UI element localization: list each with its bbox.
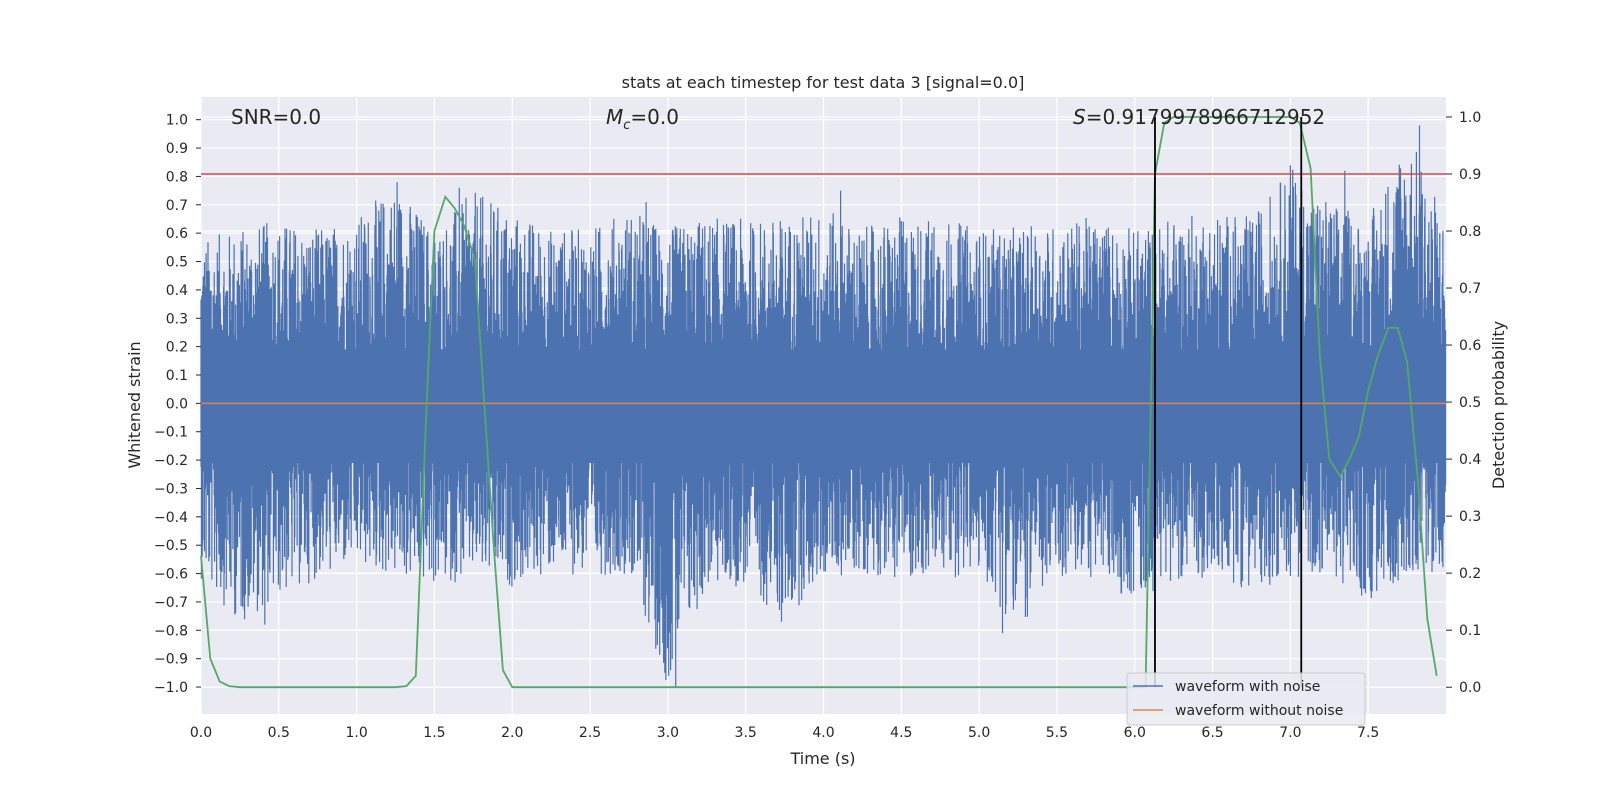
- noisy-waveform-series: [200, 125, 1447, 688]
- y2-tick-label: 0.5: [1459, 395, 1481, 411]
- x-tick-label: 4.0: [812, 725, 834, 741]
- y-tick-label: 0.5: [166, 255, 188, 271]
- y2-axis-label: Detection probability: [1489, 321, 1508, 489]
- legend: waveform with noise waveform without noi…: [1126, 672, 1366, 726]
- y2-axis-ticks: 0.0 0.1 0.2 0.3 0.4 0.5 0.6 0.7 0.8 0.9 1.0: [1446, 110, 1481, 696]
- chirp-mass-value: =0.0: [630, 105, 679, 129]
- y-tick-label: −0.9: [154, 652, 188, 668]
- y-tick-label: 0.2: [166, 340, 188, 356]
- y2-tick-label: 0.2: [1459, 566, 1481, 582]
- y2-tick-label: 0.7: [1459, 281, 1481, 297]
- y-tick-label: −0.7: [154, 595, 188, 611]
- y2-tick-label: 0.9: [1459, 167, 1481, 183]
- score-symbol: S: [1073, 105, 1086, 129]
- x-tick-label: 5.0: [968, 725, 990, 741]
- x-tick-label: 7.0: [1279, 725, 1301, 741]
- x-tick-label: 3.0: [657, 725, 679, 741]
- x-tick-label: 6.5: [1201, 725, 1223, 741]
- y-tick-label: 0.3: [166, 311, 188, 327]
- legend-label-noisy: waveform with noise: [1175, 679, 1320, 695]
- y-tick-label: −0.2: [154, 453, 188, 469]
- legend-label-clean: waveform without noise: [1175, 703, 1343, 719]
- x-tick-label: 7.5: [1357, 725, 1379, 741]
- y-tick-label: 0.9: [166, 141, 188, 157]
- x-axis-label: Time (s): [789, 749, 855, 768]
- y-axis-label: Whitened strain: [125, 341, 144, 468]
- noisy-waveform-line: [200, 125, 1447, 688]
- y-tick-label: 1.0: [166, 113, 188, 129]
- y-tick-label: 0.0: [166, 396, 188, 412]
- y-tick-label: −0.5: [154, 538, 188, 554]
- y-tick-label: −0.6: [154, 567, 188, 583]
- y2-tick-label: 0.4: [1459, 452, 1481, 468]
- x-tick-label: 1.5: [423, 725, 445, 741]
- y2-tick-label: 0.3: [1459, 509, 1481, 525]
- y-tick-label: 0.1: [166, 368, 188, 384]
- x-tick-label: 2.5: [579, 725, 601, 741]
- x-tick-label: 6.0: [1124, 725, 1146, 741]
- y-tick-label: 0.4: [166, 283, 188, 299]
- y2-tick-label: 1.0: [1459, 110, 1481, 126]
- y-axis-ticks: 1.0 0.9 0.8 0.7 0.6 0.5 0.4 0.3 0.2 0.1 0.0 −0.1 −0.…: [154, 113, 201, 696]
- y2-tick-label: 0.6: [1459, 338, 1481, 354]
- y-tick-label: −0.3: [154, 481, 188, 497]
- chirp-mass-annotation: Mc=0.0: [606, 105, 679, 133]
- y2-tick-label: 0.8: [1459, 224, 1481, 240]
- chirp-mass-subscript: c: [623, 118, 630, 133]
- chart-title: stats at each timestep for test data 3 […: [622, 73, 1025, 92]
- x-tick-label: 1.0: [345, 725, 367, 741]
- x-tick-label: 0.5: [268, 725, 290, 741]
- x-axis-ticks: 0.0 0.5 1.0 1.5 2.0 2.5 3.0 3.5 4.0 4.5 5.0 5.5 6.0 6…: [190, 725, 1379, 741]
- score-annotation: S=0.9179978966712952: [1073, 105, 1325, 129]
- y-tick-label: −0.4: [154, 510, 188, 526]
- x-tick-label: 2.0: [501, 725, 523, 741]
- y2-tick-label: 0.1: [1459, 623, 1481, 639]
- chirp-mass-symbol: M: [606, 105, 623, 129]
- x-tick-label: 5.5: [1046, 725, 1068, 741]
- y-tick-label: −1.0: [154, 680, 188, 696]
- detection-probability-line: [200, 116, 1438, 689]
- y-tick-label: −0.8: [154, 623, 188, 639]
- snr-annotation: SNR=0.0: [231, 105, 321, 129]
- legend-box: [1126, 672, 1366, 726]
- x-tick-label: 0.0: [190, 725, 212, 741]
- x-tick-label: 3.5: [735, 725, 757, 741]
- y-tick-label: 0.7: [166, 198, 188, 214]
- y-tick-label: −0.1: [154, 425, 188, 441]
- x-tick-label: 4.5: [890, 725, 912, 741]
- overlay-lines: [200, 116, 1446, 689]
- score-value: =0.9179978966712952: [1086, 105, 1325, 129]
- y2-tick-label: 0.0: [1459, 680, 1481, 696]
- y-tick-label: 0.8: [166, 169, 188, 185]
- y-tick-label: 0.6: [166, 226, 188, 242]
